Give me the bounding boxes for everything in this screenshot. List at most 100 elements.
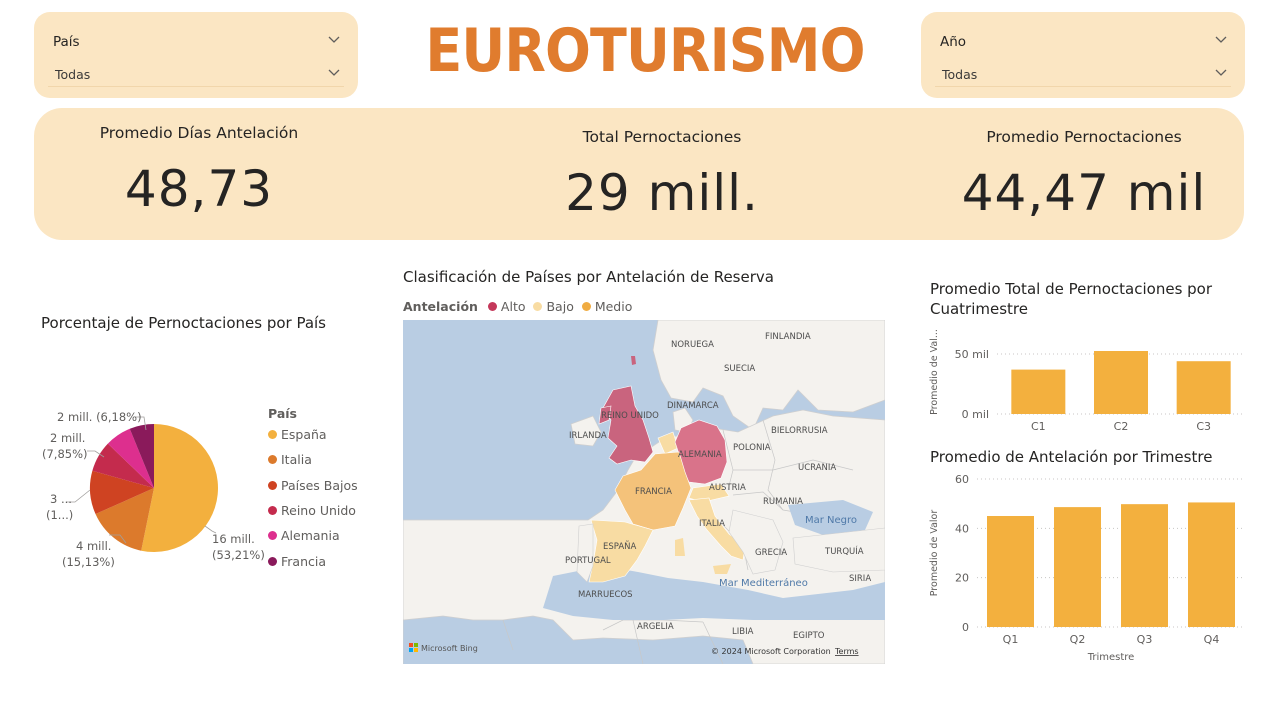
- map-label: MARRUECOS: [578, 590, 633, 600]
- land-turkey: [792, 527, 885, 573]
- country-espana[interactable]: [588, 519, 654, 583]
- pie-slice-italia[interactable]: [95, 488, 154, 551]
- map-label: ALEMANIA: [678, 450, 722, 460]
- chevron-down-icon[interactable]: [1215, 69, 1227, 77]
- country-irlanda-norte[interactable]: [598, 405, 612, 425]
- legend-dot-icon: [268, 480, 277, 490]
- legend-label: Francia: [281, 553, 327, 569]
- x-tick-label: Q4: [1204, 633, 1220, 646]
- legend-item-medio[interactable]: Medio: [581, 299, 632, 314]
- legend-item[interactable]: Países Bajos: [268, 478, 358, 493]
- bar-chart-trimestre[interactable]: 0 20 40 60 Q1 Q2 Q3 Q4 Promedio de Valor Trimestr…: [925, 470, 1255, 670]
- kpi-label: Promedio Pernoctaciones: [986, 128, 1182, 146]
- chevron-down-icon[interactable]: [328, 69, 340, 77]
- map-canvas[interactable]: NORUEGA FINLANDIA SUECIA DINAMARCA REINO…: [403, 320, 885, 664]
- map-attribution: Microsoft Bing: [421, 644, 478, 653]
- map-label: BIELORRUSIA: [771, 426, 828, 436]
- y-axis-label: Promedio de Valor: [929, 510, 940, 597]
- country-italia[interactable]: [688, 497, 746, 561]
- map-legend: Antelación Alto Bajo Medio: [403, 299, 632, 314]
- bar-chart-trimestre-title: Promedio de Antelación por Trimestre: [930, 448, 1213, 466]
- country-reino-unido[interactable]: [602, 385, 654, 465]
- kpi-value: 48,73: [124, 160, 274, 218]
- pie-chart-title: Porcentaje de Pernoctaciones por País: [41, 314, 326, 332]
- legend-dot-icon: [487, 302, 497, 311]
- legend-label: España: [281, 427, 327, 442]
- bing-logo-icon: [409, 643, 418, 652]
- pie-slice-españa[interactable]: [141, 424, 219, 552]
- chevron-down-icon[interactable]: [328, 36, 340, 44]
- map-terms-link[interactable]: Terms: [834, 647, 859, 656]
- bar-c1[interactable]: [1011, 369, 1066, 414]
- legend-item[interactable]: España: [268, 427, 327, 442]
- map-label: EGIPTO: [793, 631, 825, 641]
- x-tick-label: Q1: [1003, 633, 1019, 646]
- x-tick-label: Q2: [1070, 633, 1086, 646]
- country-sicilia: [713, 564, 731, 574]
- europe-map[interactable]: NORUEGA FINLANDIA SUECIA DINAMARCA REINO…: [403, 320, 885, 664]
- pie-leader-lines: [67, 416, 217, 544]
- kpi-value: 29 mill.: [565, 164, 759, 222]
- pie-chart[interactable]: 16 mill. (53,21%) 4 mill. (15,13%) 3 ...…: [40, 395, 270, 585]
- legend-dot-icon: [268, 505, 277, 515]
- legend-item-alto[interactable]: Alto: [487, 299, 526, 314]
- map-title: Clasificación de Países por Antelación d…: [403, 268, 774, 286]
- pie-label: 2 mill. (6,18%): [57, 410, 142, 424]
- year-dropdown-value: Todas: [942, 67, 978, 82]
- legend-item[interactable]: Italia: [268, 452, 312, 467]
- bar-chart-cuatrimestre-title: Promedio Total de Pernoctaciones por Cua…: [930, 280, 1213, 318]
- legend-label: Italia: [281, 452, 312, 468]
- pie-label: 4 mill.: [76, 539, 111, 553]
- kpi-card-antelacion: Promedio Días Antelación 48,73: [74, 124, 324, 218]
- map-label: TURQUÍA: [824, 545, 864, 557]
- map-label: ITALIA: [699, 519, 725, 529]
- pie-slice-alemania[interactable]: [107, 428, 154, 488]
- map-label: FINLANDIA: [765, 332, 811, 342]
- legend-item[interactable]: Francia: [268, 554, 326, 569]
- pie-label: (15,13%): [62, 555, 115, 569]
- pie-label: 2 mill.: [50, 431, 85, 445]
- bar-q3[interactable]: [1121, 504, 1168, 627]
- legend-item[interactable]: Alemania: [268, 528, 340, 543]
- country-dropdown-value: Todas: [55, 67, 91, 82]
- legend-dot-icon: [268, 556, 277, 566]
- legend-dot-icon: [581, 302, 591, 311]
- legend-dot-icon: [533, 302, 543, 311]
- country-dropdown[interactable]: Todas: [48, 57, 344, 87]
- legend-item[interactable]: Reino Unido: [268, 503, 356, 518]
- black-sea: [788, 500, 873, 535]
- legend-label: Bajo: [546, 299, 574, 314]
- bar-chart-cuatrimestre[interactable]: 0 mil 50 mil C1 C2 C3 Promedio de Val...: [925, 325, 1255, 440]
- map-legend-title: Antelación: [403, 299, 478, 314]
- x-tick-label: C1: [1031, 420, 1046, 433]
- pie-slice-reino-unido[interactable]: [92, 443, 154, 488]
- country-shetland: [631, 356, 636, 365]
- bar-q4[interactable]: [1188, 502, 1235, 627]
- y-tick-label: 20: [955, 572, 969, 585]
- map-label: REINO UNIDO: [601, 411, 659, 421]
- kpi-band: Promedio Días Antelación 48,73 Total Per…: [34, 108, 1244, 240]
- legend-label: Reino Unido: [281, 502, 356, 518]
- legend-item-bajo[interactable]: Bajo: [533, 299, 574, 314]
- legend-label: Países Bajos: [281, 477, 358, 493]
- x-tick-label: Q3: [1137, 633, 1153, 646]
- country-slicer[interactable]: País Todas: [34, 12, 358, 98]
- pie-legend-title: País: [268, 406, 297, 421]
- chevron-down-icon[interactable]: [1215, 36, 1227, 44]
- map-label: GRECIA: [755, 548, 787, 558]
- country-portugal[interactable]: [576, 523, 594, 583]
- map-label: SUECIA: [724, 364, 755, 374]
- bar-q2[interactable]: [1054, 507, 1101, 627]
- bar-q1[interactable]: [987, 516, 1034, 627]
- map-label: DINAMARCA: [667, 401, 719, 411]
- country-austria[interactable]: [688, 483, 730, 503]
- pie-slice-francia[interactable]: [129, 424, 154, 488]
- map-label: UCRANIA: [798, 463, 836, 473]
- y-tick-label: 60: [955, 473, 969, 486]
- year-slicer[interactable]: Año Todas: [921, 12, 1245, 98]
- bar-c3[interactable]: [1176, 361, 1231, 414]
- bar-c2[interactable]: [1094, 351, 1148, 414]
- map-label: SIRIA: [849, 574, 871, 584]
- year-dropdown[interactable]: Todas: [935, 57, 1231, 87]
- pie-slice-países-bajos[interactable]: [90, 470, 154, 515]
